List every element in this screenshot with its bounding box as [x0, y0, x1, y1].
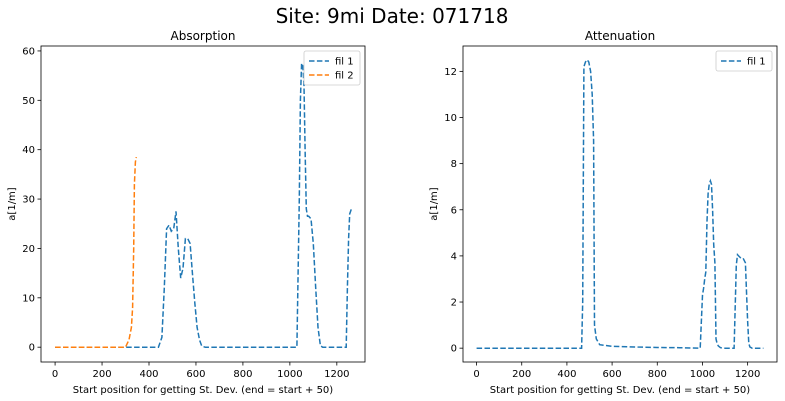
attenuation-y-tick-label: 0 [451, 344, 457, 355]
absorption-y-tick-label: 30 [22, 195, 35, 206]
absorption-series-fil-2-line [55, 156, 138, 348]
absorption-plot-frame [40, 45, 366, 363]
attenuation-y-tick-label: 12 [444, 67, 457, 78]
absorption-x-tick-label: 800 [233, 369, 252, 380]
attenuation-y-tick-label: 8 [451, 159, 457, 170]
attenuation-y-axis-label: a[1/m] [429, 187, 440, 221]
attenuation-ticks: 0 200 400 600 800 1000 1200 0 2 4 6 8 10 12 [444, 67, 760, 380]
attenuation-x-axis-label: Start position for getting St. Dev. (end… [490, 385, 751, 396]
absorption-panel: 0 200 400 600 800 1000 1200 0 10 20 30 40 50 60 Absor… [7, 29, 366, 396]
absorption-y-axis-label: a[1/m] [7, 187, 18, 221]
absorption-y-tick-label: 50 [22, 96, 35, 107]
attenuation-plot-frame [462, 45, 778, 363]
attenuation-x-tick-label: 600 [603, 369, 622, 380]
absorption-x-tick-label: 400 [139, 369, 158, 380]
absorption-x-tick-label: 1000 [277, 369, 302, 380]
attenuation-legend-label-fil-1: fil 1 [747, 57, 766, 68]
absorption-legend-label-fil-1: fil 1 [335, 57, 354, 68]
absorption-x-tick-label: 1200 [324, 369, 349, 380]
absorption-legend-label-fil-2: fil 2 [335, 71, 354, 82]
absorption-y-tick-label: 20 [22, 244, 35, 255]
attenuation-x-tick-label: 1000 [690, 369, 715, 380]
absorption-y-tick-label: 40 [22, 145, 35, 156]
absorption-y-tick-label: 10 [22, 293, 35, 304]
attenuation-y-tick-label: 10 [444, 113, 457, 124]
attenuation-x-tick-label: 0 [473, 369, 479, 380]
attenuation-series-fil-1-line [476, 58, 764, 349]
absorption-y-tick-label: 60 [22, 46, 35, 57]
attenuation-x-tick-label: 200 [512, 369, 531, 380]
absorption-ticks: 0 200 400 600 800 1000 1200 0 10 20 30 40 50 60 [22, 46, 349, 380]
attenuation-x-tick-label: 1200 [735, 369, 760, 380]
absorption-x-tick-label: 600 [186, 369, 205, 380]
attenuation-series-lines [476, 58, 764, 349]
attenuation-panel: 0 200 400 600 800 1000 1200 0 2 4 6 8 10 12 Attenuati… [429, 29, 778, 396]
attenuation-x-tick-label: 400 [557, 369, 576, 380]
figure-suptitle: Site: 9mi Date: 071718 [276, 4, 509, 28]
absorption-x-tick-label: 0 [52, 369, 58, 380]
attenuation-y-tick-label: 2 [451, 298, 457, 309]
absorption-title: Absorption [171, 29, 236, 43]
attenuation-legend-box [715, 50, 773, 72]
absorption-x-axis-label: Start position for getting St. Dev. (end… [73, 385, 334, 396]
attenuation-legend: fil 1 [715, 50, 773, 72]
absorption-x-tick-label: 200 [92, 369, 111, 380]
attenuation-x-tick-label: 800 [648, 369, 667, 380]
absorption-series-lines [55, 62, 353, 348]
absorption-series-fil-1-line [55, 62, 353, 348]
absorption-legend-box [303, 50, 361, 86]
attenuation-y-tick-label: 6 [451, 205, 457, 216]
absorption-legend: fil 1 fil 2 [303, 50, 361, 86]
attenuation-y-tick-label: 4 [451, 251, 457, 262]
attenuation-title: Attenuation [585, 29, 655, 43]
absorption-y-tick-label: 0 [29, 343, 35, 354]
